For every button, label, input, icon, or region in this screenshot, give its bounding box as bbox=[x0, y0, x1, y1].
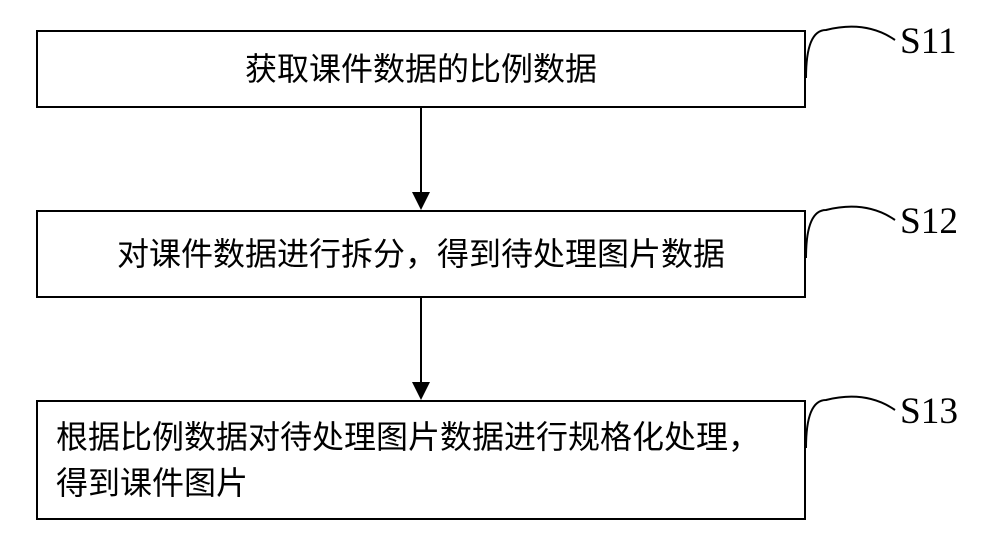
step-text-s12: 对课件数据进行拆分，得到待处理图片数据 bbox=[117, 231, 725, 277]
step-box-s12: 对课件数据进行拆分，得到待处理图片数据 bbox=[36, 210, 806, 298]
arrow-s12-s13 bbox=[412, 298, 430, 400]
step-text-s13-line1: 根据比例数据对待处理图片数据进行规格化处理， bbox=[56, 419, 760, 455]
step-box-s11: 获取课件数据的比例数据 bbox=[36, 30, 806, 108]
step-text-s13-line2: 得到课件图片 bbox=[56, 465, 248, 501]
callout-s13 bbox=[806, 397, 895, 448]
step-label-s11: S11 bbox=[900, 20, 957, 63]
arrow-s11-s12 bbox=[412, 108, 430, 210]
step-text-s13: 根据比例数据对待处理图片数据进行规格化处理， 得到课件图片 bbox=[56, 414, 760, 507]
callout-s11 bbox=[806, 27, 895, 78]
step-label-s12: S12 bbox=[900, 200, 958, 243]
step-label-s13: S13 bbox=[900, 390, 958, 433]
callout-s12 bbox=[806, 207, 895, 258]
step-text-s11: 获取课件数据的比例数据 bbox=[245, 46, 597, 92]
step-box-s13: 根据比例数据对待处理图片数据进行规格化处理， 得到课件图片 bbox=[36, 400, 806, 520]
